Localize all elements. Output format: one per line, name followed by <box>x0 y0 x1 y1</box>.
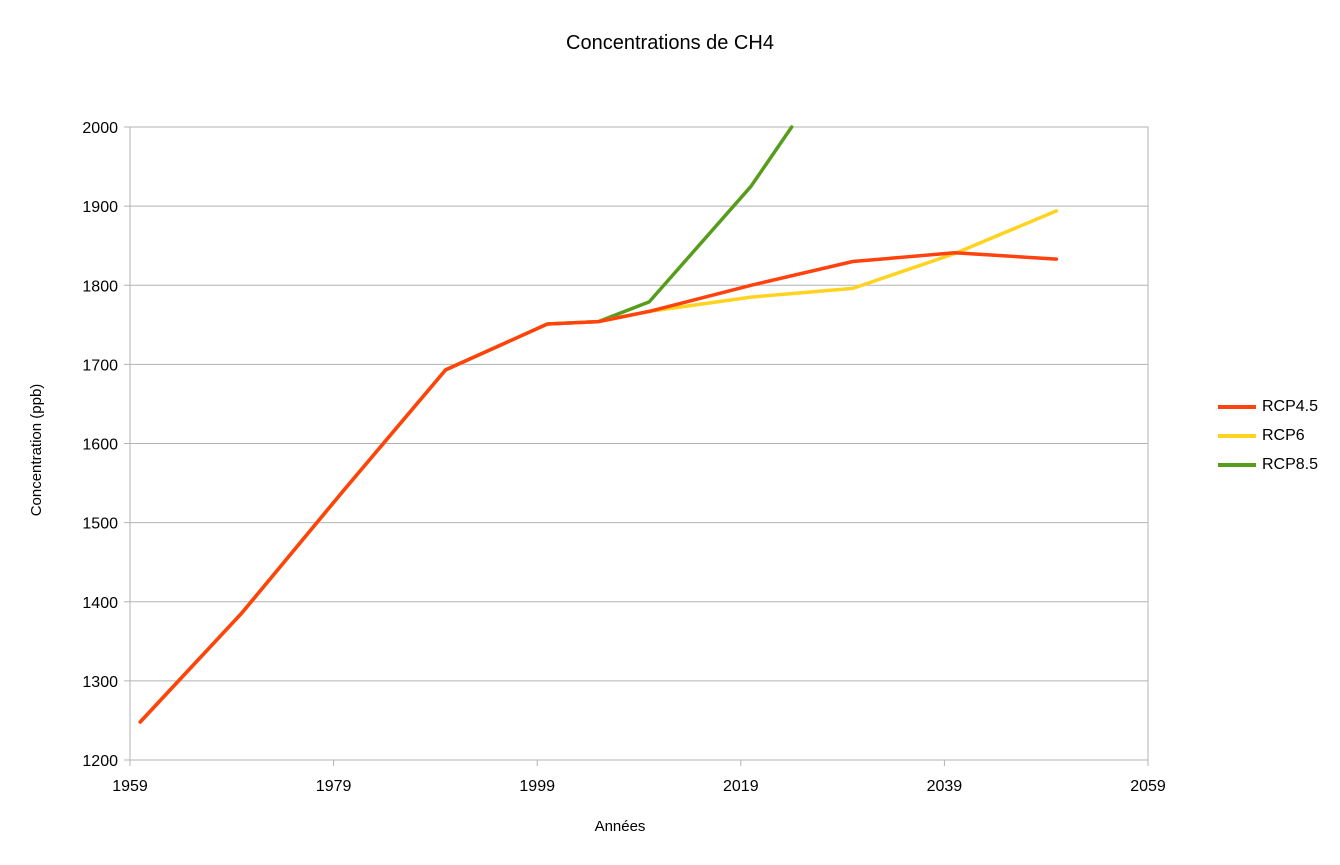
y-tick-label: 1900 <box>82 199 118 216</box>
legend-item-rcp6: RCP6 <box>1218 421 1318 450</box>
axis-layer: 1200 1300 1400 1500 1600 1700 1800 1900 2000 1959… <box>82 120 1165 795</box>
legend-label-rcp45: RCP4.5 <box>1262 397 1319 415</box>
legend-swatch-rcp6 <box>1218 433 1256 438</box>
y-tick-label: 1500 <box>82 516 118 533</box>
series-line-rcp6 <box>138 209 1059 724</box>
grid-layer <box>129 126 1149 761</box>
x-tick-label: 1959 <box>112 778 148 795</box>
x-tick-label: 1979 <box>316 778 352 795</box>
x-tick-label: 2059 <box>1130 778 1166 795</box>
legend-swatch-rcp85 <box>1218 462 1256 467</box>
chart-title: Concentrations de CH4 <box>566 32 774 54</box>
y-tick-label: 1700 <box>82 357 118 374</box>
y-tick-label: 1400 <box>82 595 118 612</box>
x-tick-label: 1999 <box>519 778 555 795</box>
legend-item-rcp45: RCP4.5 <box>1218 392 1318 421</box>
y-tick-label: 1800 <box>82 278 118 295</box>
y-tick-label: 2000 <box>82 120 118 137</box>
legend-label-rcp85: RCP8.5 <box>1262 455 1319 473</box>
x-tick-label: 2019 <box>723 778 759 795</box>
y-tick-label: 1600 <box>82 437 118 454</box>
legend-item-rcp85: RCP8.5 <box>1218 450 1318 479</box>
x-tick-label: 2039 <box>927 778 963 795</box>
series-line-rcp45 <box>138 251 1059 724</box>
y-tick-label: 1300 <box>82 674 118 691</box>
x-axis-title: Années <box>594 818 646 835</box>
legend-swatch-rcp45 <box>1218 404 1256 409</box>
legend-label-rcp6: RCP6 <box>1262 426 1305 444</box>
series-line-rcp85 <box>138 125 794 724</box>
legend: RCP4.5 RCP6 RCP8.5 <box>1218 392 1318 479</box>
y-axis-title: Concentration (ppb) <box>28 383 45 517</box>
series-layer <box>138 125 1059 724</box>
y-tick-label: 1200 <box>82 753 118 770</box>
